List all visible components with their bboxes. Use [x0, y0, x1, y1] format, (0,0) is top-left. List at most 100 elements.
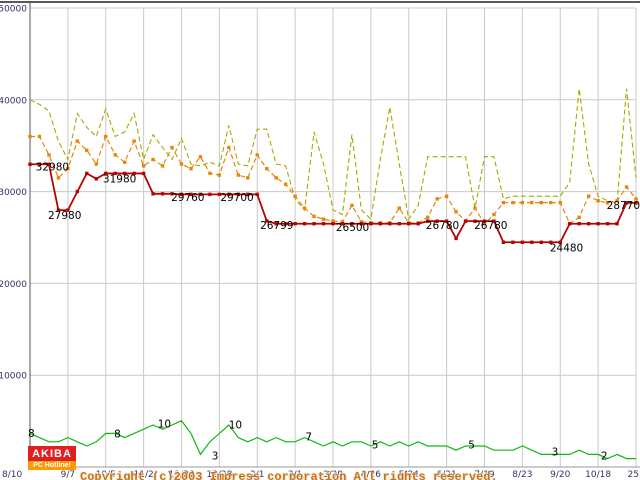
copyright-text: Copyright (c)2003 Impress corporation Al…: [80, 445, 498, 480]
series-marker-average-price: [634, 197, 638, 201]
x-axis-tick-label: 11/30: [169, 470, 195, 480]
x-axis-tick-label: 12/28: [206, 470, 232, 480]
series-marker-lowest-price: [482, 219, 487, 223]
series-marker-average-price: [435, 197, 439, 201]
series-marker-average-price: [539, 200, 544, 205]
akiba-logo-subtitle: PC Hotline!: [28, 461, 76, 470]
series-marker-average-price: [170, 145, 174, 150]
series-marker-lowest-price: [378, 222, 383, 226]
series-marker-average-price: [198, 155, 203, 159]
series-marker-lowest-price: [539, 240, 544, 244]
series-marker-lowest-price: [549, 240, 553, 244]
series-marker-lowest-price: [577, 222, 581, 226]
series-marker-lowest-price: [85, 171, 89, 176]
series-marker-average-price: [444, 194, 449, 198]
series-marker-average-price: [104, 134, 108, 139]
series-marker-lowest-price: [179, 192, 184, 197]
series-marker-lowest-price: [208, 192, 212, 197]
series-marker-lowest-price: [634, 201, 638, 205]
series-marker-average-price: [179, 162, 184, 166]
series-marker-lowest-price: [37, 162, 42, 166]
series-marker-average-price: [37, 134, 42, 139]
series-marker-average-price: [596, 199, 600, 203]
series-marker-average-price: [454, 210, 458, 214]
series-marker-average-price: [397, 206, 401, 210]
series-marker-lowest-price: [568, 222, 572, 226]
series-marker-lowest-price: [425, 219, 430, 223]
series-marker-average-price: [340, 220, 345, 224]
series-marker-average-price: [558, 200, 562, 205]
shop-count-label: 10: [229, 419, 242, 431]
shop-count-label: 5: [372, 440, 379, 452]
series-marker-lowest-price: [492, 219, 496, 223]
series-marker-average-price: [255, 153, 259, 157]
series-marker-average-price: [293, 194, 297, 198]
x-axis-tick-label: 3/1: [288, 470, 302, 480]
series-marker-lowest-price: [312, 222, 316, 226]
price-point-label: 26799: [260, 220, 293, 232]
series-marker-lowest-price: [104, 171, 108, 176]
series-marker-average-price: [189, 166, 193, 171]
y-axis-tick-label: 20000: [0, 280, 27, 290]
x-axis-tick-label: 10/5: [96, 470, 116, 480]
price-point-label: 29700: [220, 192, 253, 204]
series-marker-average-price: [208, 171, 212, 175]
price-point-label: 26500: [336, 222, 369, 234]
series-marker-lowest-price: [473, 219, 477, 223]
series-marker-lowest-price: [47, 162, 51, 166]
series-marker-average-price: [122, 160, 127, 164]
series-marker-average-price: [425, 215, 430, 220]
series-marker-lowest-price: [416, 222, 420, 226]
x-axis-tick-label: 25: [628, 470, 639, 480]
series-marker-lowest-price: [454, 236, 458, 241]
series-line-highest-price: [29, 88, 637, 221]
series-marker-lowest-price: [530, 240, 534, 244]
x-axis-tick-label: 11/2: [134, 470, 154, 480]
series-marker-average-price: [605, 201, 610, 205]
series-marker-lowest-price: [122, 171, 127, 176]
series-marker-lowest-price: [141, 171, 146, 176]
shop-count-label: 8: [28, 428, 35, 440]
shop-count-label: 3: [212, 450, 219, 462]
series-marker-average-price: [615, 199, 619, 203]
series-marker-average-price: [501, 200, 506, 205]
series-marker-average-price: [577, 215, 581, 220]
series-marker-lowest-price: [246, 192, 250, 197]
series-marker-average-price: [85, 148, 89, 152]
x-axis-tick-label: 8/23: [512, 470, 532, 480]
y-axis-tick-label: 30000: [0, 188, 27, 198]
shop-count-label: 3: [552, 447, 559, 459]
x-axis-tick-label: 6/21: [437, 470, 457, 480]
price-point-label: 26780: [426, 220, 459, 232]
series-marker-average-price: [350, 203, 354, 208]
series-marker-lowest-price: [151, 192, 155, 196]
series-marker-average-price: [274, 176, 278, 180]
price-point-label: 27980: [48, 210, 81, 222]
akiba-logo-title: AKIBA: [28, 446, 76, 461]
series-marker-lowest-price: [94, 177, 98, 181]
series-marker-average-price: [520, 200, 525, 205]
series-marker-lowest-price: [605, 222, 610, 226]
price-point-label: 28770: [607, 200, 640, 212]
series-marker-lowest-price: [56, 208, 61, 212]
copyright-line-1: Copyright (c)2003 Impress corporation Al…: [80, 470, 498, 480]
series-marker-average-price: [151, 157, 155, 162]
series-marker-average-price: [236, 173, 241, 177]
akiba-logo: AKIBA PC Hotline!: [28, 446, 76, 470]
x-axis-tick-label: 2/1: [250, 470, 264, 480]
series-marker-lowest-price: [331, 222, 335, 226]
series-marker-average-price: [549, 200, 553, 205]
series-marker-lowest-price: [388, 222, 392, 226]
series-marker-average-price: [94, 162, 98, 166]
series-marker-lowest-price: [359, 222, 364, 226]
series-marker-average-price: [359, 220, 364, 224]
price-point-label: 26780: [474, 220, 507, 232]
series-marker-lowest-price: [75, 189, 80, 194]
price-point-label: 31980: [103, 173, 136, 185]
shop-count-label: 7: [305, 432, 312, 444]
series-marker-lowest-price: [463, 219, 468, 223]
shop-count-label: 2: [601, 450, 608, 462]
series-marker-lowest-price: [340, 222, 345, 226]
